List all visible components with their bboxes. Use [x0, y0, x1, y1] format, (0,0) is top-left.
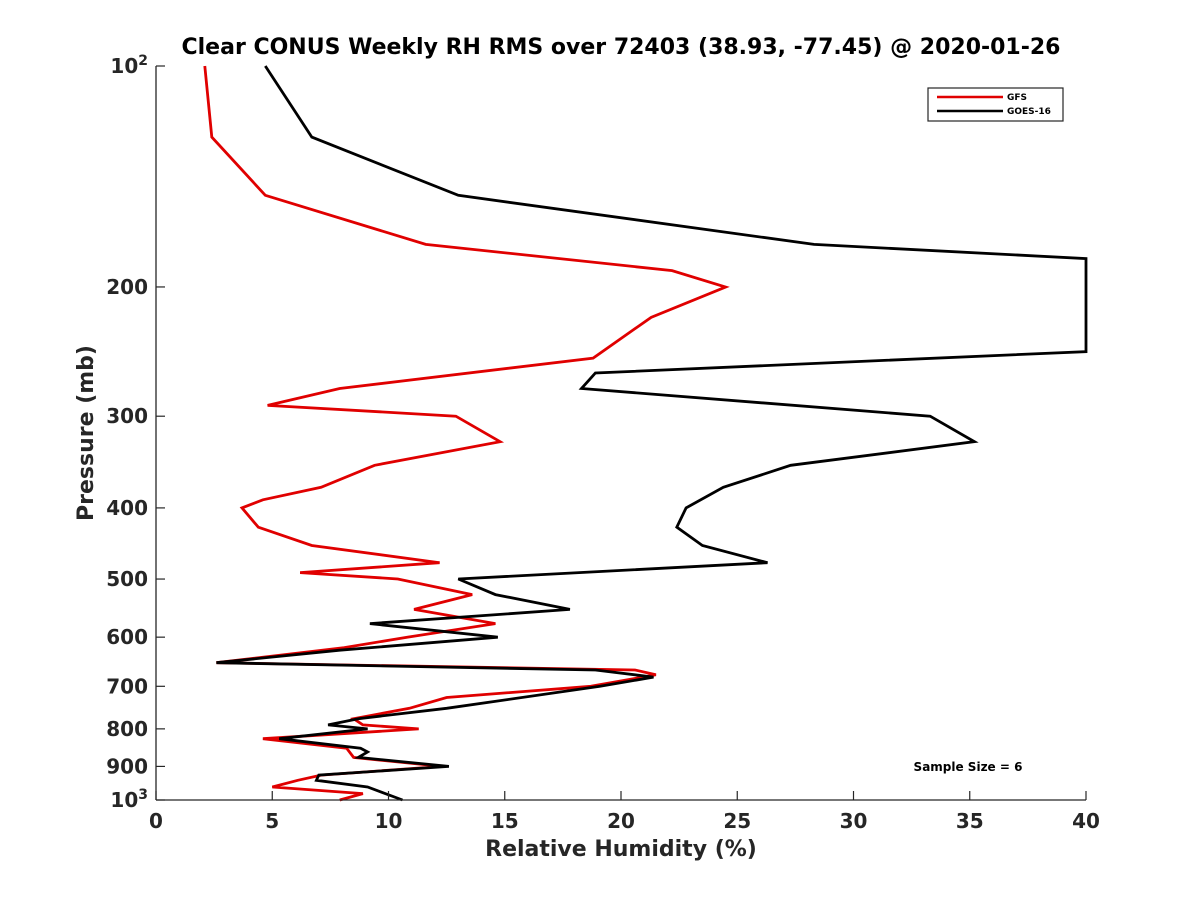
y-tick-label: 103 [110, 787, 148, 812]
y-axis-label: Pressure (mb) [74, 345, 99, 521]
x-tick-label: 25 [723, 809, 751, 833]
x-axis-label: Relative Humidity (%) [485, 837, 757, 862]
x-tick-label: 35 [956, 809, 984, 833]
legend-label-gfs: GFS [1007, 93, 1027, 103]
x-axis-ticks: 0 5 10 15 20 25 30 35 40 [149, 791, 1100, 833]
y-axis-ticks: 102 200 300 400 500 600 700 800 900 103 [106, 53, 165, 812]
legend-box [927, 87, 1064, 122]
series-line-gfs [203, 65, 730, 802]
y-tick-label: 102 [110, 53, 148, 78]
x-tick-label: 20 [607, 809, 635, 833]
y-tick-label: 700 [106, 674, 148, 698]
x-tick-label: 10 [375, 809, 403, 833]
legend: GFS GOES-16 [927, 87, 1064, 122]
y-tick-label: 900 [106, 754, 148, 778]
y-tick-label: 600 [106, 625, 148, 649]
chart-title: Clear CONUS Weekly RH RMS over 72403 (38… [182, 35, 1061, 60]
y-tick-label: 400 [106, 496, 148, 520]
x-tick-label: 5 [265, 809, 279, 833]
x-tick-label: 0 [149, 809, 163, 833]
sample-size-annotation: Sample Size = 6 [914, 760, 1023, 774]
legend-label-goes-16: GOES-16 [1007, 107, 1051, 117]
plot-area [156, 66, 1086, 800]
y-tick-label: 500 [106, 567, 148, 591]
x-tick-label: 15 [491, 809, 519, 833]
y-tick-label: 800 [106, 717, 148, 741]
x-tick-label: 30 [840, 809, 868, 833]
y-tick-label: 200 [106, 275, 148, 299]
y-tick-label: 300 [106, 404, 148, 428]
series-layer [203, 65, 1088, 802]
series-line-goes-16 [216, 65, 1088, 802]
x-tick-label: 40 [1072, 809, 1100, 833]
